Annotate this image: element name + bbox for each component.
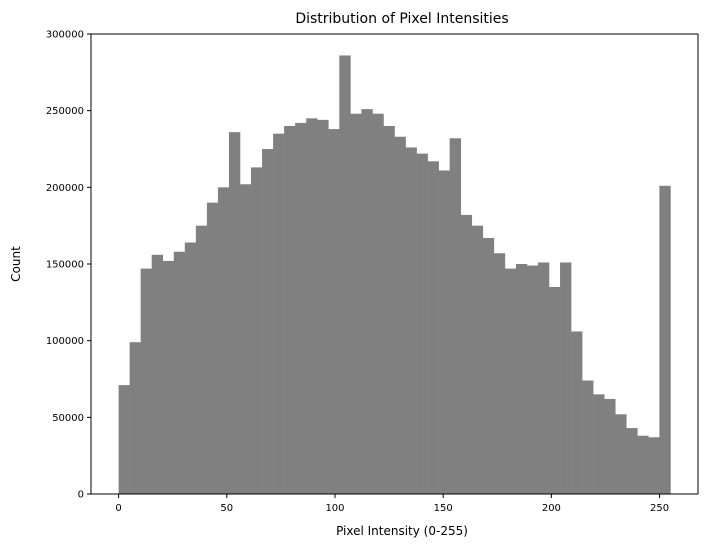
histogram-bar	[262, 149, 274, 494]
x-tick-label: 250	[650, 503, 669, 514]
histogram-bar	[582, 380, 594, 494]
histogram-bar	[173, 251, 186, 494]
histogram-bar	[405, 147, 417, 494]
histogram-bar	[460, 214, 473, 494]
histogram-bar	[416, 153, 428, 494]
histogram-bar	[504, 268, 517, 494]
plot-frame	[90, 33, 699, 495]
x-tick-label: 150	[434, 503, 453, 514]
histogram-bar	[184, 242, 197, 494]
histogram-bar	[339, 55, 351, 494]
histogram-bar	[515, 264, 528, 494]
histogram-bar	[394, 136, 406, 494]
histogram-bar	[217, 187, 230, 495]
histogram-bar	[284, 126, 296, 494]
histogram-bar	[151, 254, 164, 494]
y-tick-label: 50000	[52, 413, 84, 424]
histogram-bar	[251, 167, 263, 494]
histogram-bar	[162, 260, 175, 494]
histogram-bar	[317, 119, 329, 494]
histogram-bar	[195, 225, 208, 494]
histogram-bar	[383, 126, 395, 494]
histogram-bar	[482, 237, 495, 494]
histogram-bar	[449, 138, 462, 494]
histogram-bar	[604, 398, 616, 494]
y-tick-label: 100000	[46, 336, 84, 347]
chart-title: Distribution of Pixel Intensities	[295, 11, 508, 27]
histogram-bar	[593, 394, 605, 494]
histogram-bar	[493, 253, 506, 494]
histogram-bar	[118, 385, 130, 494]
y-tick-label: 200000	[46, 183, 84, 194]
histogram-bar	[648, 437, 660, 494]
histogram-bar	[140, 268, 152, 494]
histogram-bar	[372, 113, 384, 494]
histogram-bar	[438, 170, 450, 494]
histogram-bar	[206, 202, 219, 494]
histogram-bar	[228, 132, 241, 494]
histogram-bar	[571, 331, 583, 494]
histogram-bar	[295, 122, 307, 494]
x-tick-label: 100	[325, 503, 344, 514]
x-tick-label: 0	[115, 503, 121, 514]
histogram-bar	[549, 287, 561, 494]
y-tick-label: 0	[78, 490, 84, 501]
x-axis-label: Pixel Intensity (0-255)	[336, 524, 468, 538]
histogram-bar	[306, 118, 318, 494]
y-tick-label: 300000	[46, 30, 84, 41]
histogram-bar	[615, 414, 627, 494]
histogram-bar	[361, 109, 373, 494]
x-tick-label: 50	[220, 503, 233, 514]
histogram-bar	[427, 161, 439, 494]
histogram-bar	[560, 262, 572, 494]
histogram-bar	[239, 184, 252, 494]
histogram-bar	[659, 185, 671, 495]
bars-group	[118, 55, 671, 495]
x-tick-label: 200	[542, 503, 561, 514]
histogram-bar	[328, 129, 340, 495]
histogram-bar	[626, 428, 638, 494]
histogram-bar	[350, 113, 362, 494]
histogram-bar	[537, 262, 550, 494]
histogram-bar	[273, 133, 285, 494]
histogram-bar	[526, 265, 539, 494]
x-axis-ticks: 0 50 100 150 200 250	[115, 494, 669, 514]
histogram-bar	[129, 342, 141, 494]
histogram-bar	[637, 435, 649, 494]
y-axis-ticks: 0 50000 100000 150000 200000 250000 300000	[46, 30, 91, 501]
y-tick-label: 250000	[46, 106, 84, 117]
y-axis-label: Count	[9, 246, 23, 282]
y-tick-label: 150000	[46, 260, 84, 271]
histogram-bar	[471, 225, 484, 494]
